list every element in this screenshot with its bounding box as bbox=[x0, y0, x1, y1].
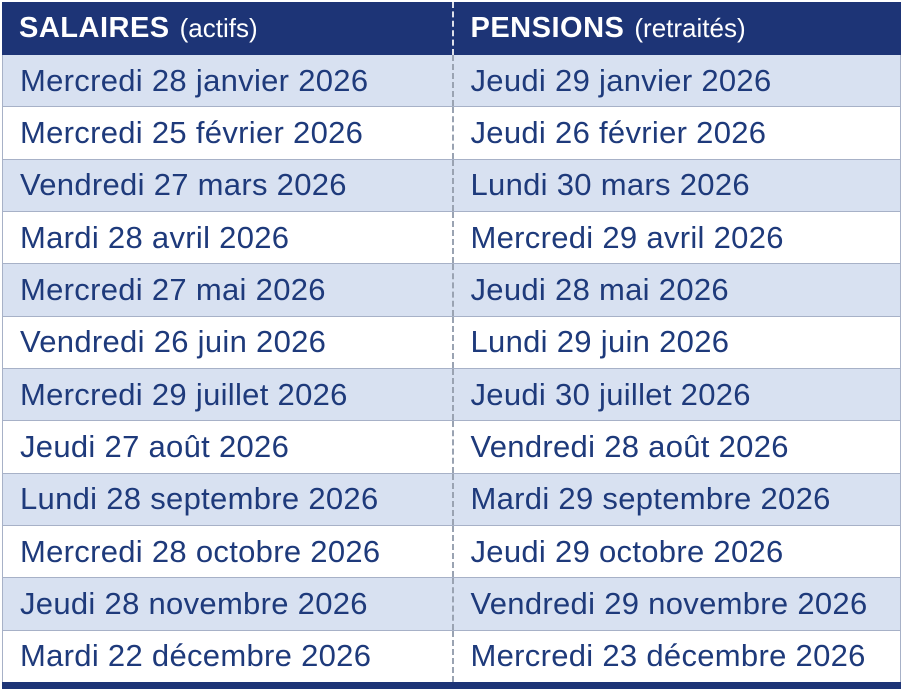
pensions-date-cell: Jeudi 29 janvier 2026 bbox=[451, 55, 901, 107]
salaires-date-cell: Mardi 22 décembre 2026 bbox=[20, 638, 372, 674]
pensions-header-cell: PENSIONS (retraités) bbox=[451, 2, 902, 55]
pensions-date-cell: Mardi 29 septembre 2026 bbox=[451, 473, 901, 525]
salaires-date-cell: Mercredi 25 février 2026 bbox=[20, 114, 364, 150]
pensions-header-subtitle: (retraités) bbox=[634, 13, 746, 43]
salaires-date-cell: Mercredi 29 juillet 2026 bbox=[20, 376, 348, 412]
table-row: Jeudi 28 novembre 2026 Vendredi 29 novemb… bbox=[3, 577, 901, 630]
salaires-date-cell: Mercredi 28 janvier 2026 bbox=[20, 62, 369, 98]
table-row: Vendredi 26 juin 2026 Lundi 29 juin 2026 bbox=[3, 315, 901, 368]
salaires-date-cell: Lundi 28 septembre 2026 bbox=[20, 481, 379, 517]
pensions-date-cell: Lundi 29 juin 2026 bbox=[451, 316, 901, 368]
pensions-date-cell: Jeudi 30 juillet 2026 bbox=[451, 368, 901, 421]
table-row: Mardi 22 décembre 2026 Mercredi 23 décemb… bbox=[3, 629, 901, 682]
table-row: Mercredi 29 juillet 2026 Jeudi 30 juillet… bbox=[3, 367, 901, 421]
pensions-header-title: PENSIONS bbox=[470, 12, 625, 44]
table-row: Vendredi 27 mars 2026 Lundi 30 mars 2026 bbox=[3, 158, 901, 211]
salaires-date-cell: Vendredi 26 juin 2026 bbox=[20, 324, 327, 360]
salaires-date-cell: Jeudi 28 novembre 2026 bbox=[20, 585, 368, 621]
salaires-date-cell: Jeudi 27 août 2026 bbox=[20, 428, 290, 464]
pensions-date-cell: Jeudi 29 octobre 2026 bbox=[451, 525, 901, 578]
salaires-header-cell: SALAIRES (actifs) bbox=[2, 2, 452, 55]
table-row: Mercredi 28 janvier 2026 Jeudi 29 janvier… bbox=[3, 55, 901, 107]
pensions-date-cell: Vendredi 29 novembre 2026 bbox=[451, 578, 901, 630]
pensions-date-cell: Mercredi 29 avril 2026 bbox=[451, 211, 901, 264]
table-row: Mardi 28 avril 2026 Mercredi 29 avril 202… bbox=[3, 210, 901, 264]
salaires-date-cell: Mercredi 28 octobre 2026 bbox=[20, 533, 381, 569]
pensions-date-cell: Vendredi 28 août 2026 bbox=[451, 421, 901, 473]
table-row: Lundi 28 septembre 2026 Mardi 29 septembr… bbox=[3, 472, 901, 525]
table-header-row: SALAIRES (actifs) PENSIONS (retraités) bbox=[2, 2, 901, 55]
table-row: Mercredi 27 mai 2026 Jeudi 28 mai 2026 bbox=[3, 263, 901, 316]
pensions-date-cell: Jeudi 26 février 2026 bbox=[451, 107, 901, 159]
pensions-date-cell: Mercredi 23 décembre 2026 bbox=[451, 630, 901, 682]
salaires-header-subtitle: (actifs) bbox=[179, 13, 258, 43]
pensions-date-cell: Jeudi 28 mai 2026 bbox=[451, 264, 901, 316]
salaires-date-cell: Vendredi 27 mars 2026 bbox=[20, 167, 347, 203]
salaires-date-cell: Mardi 28 avril 2026 bbox=[20, 219, 290, 255]
salaires-header-title: SALAIRES bbox=[19, 12, 170, 44]
table-row: Mercredi 25 février 2026 Jeudi 26 février… bbox=[3, 106, 901, 159]
table-body: Mercredi 28 janvier 2026 Jeudi 29 janvier… bbox=[2, 55, 901, 682]
salaires-date-cell: Mercredi 27 mai 2026 bbox=[20, 271, 326, 307]
table-row: Jeudi 27 août 2026 Vendredi 28 août 2026 bbox=[3, 420, 901, 473]
pensions-date-cell: Lundi 30 mars 2026 bbox=[451, 159, 901, 211]
table-row: Mercredi 28 octobre 2026 Jeudi 29 octobre… bbox=[3, 524, 901, 578]
